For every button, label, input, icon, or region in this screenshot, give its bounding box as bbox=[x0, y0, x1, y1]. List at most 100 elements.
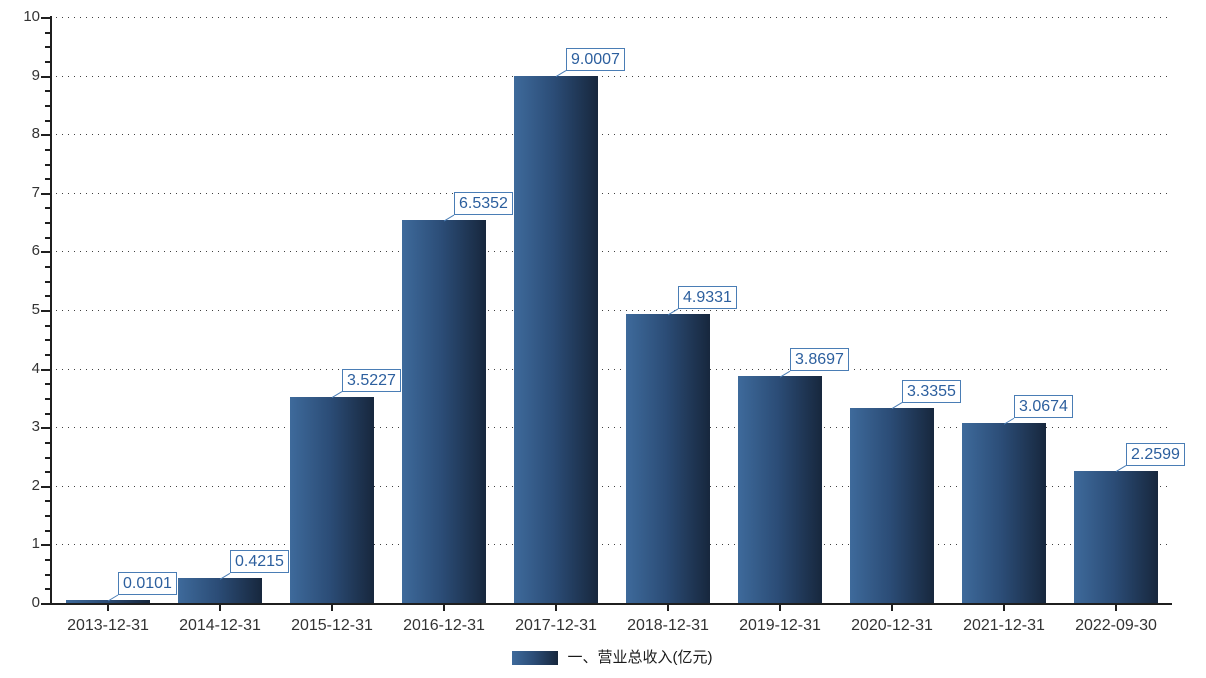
y-gridline bbox=[56, 76, 1172, 77]
bar-2015-12-31[interactable] bbox=[290, 397, 374, 603]
y-major-tick bbox=[41, 310, 50, 312]
y-minor-tick bbox=[45, 383, 50, 385]
value-label: 3.3355 bbox=[902, 380, 961, 403]
y-tick-label: 1 bbox=[31, 535, 40, 552]
x-category-tick bbox=[667, 603, 669, 611]
value-label: 6.5352 bbox=[454, 192, 513, 215]
y-major-tick bbox=[41, 193, 50, 195]
x-tick-label: 2017-12-31 bbox=[515, 617, 597, 634]
y-minor-tick bbox=[45, 237, 50, 239]
y-gridline bbox=[56, 486, 1172, 487]
y-gridline bbox=[56, 369, 1172, 370]
bar-2014-12-31[interactable] bbox=[178, 578, 262, 603]
y-minor-tick bbox=[45, 500, 50, 502]
bar-2013-12-31[interactable] bbox=[66, 600, 150, 603]
y-minor-tick bbox=[45, 339, 50, 341]
y-gridline bbox=[56, 193, 1172, 194]
y-minor-tick bbox=[45, 149, 50, 151]
x-category-tick bbox=[1115, 603, 1117, 611]
x-category-tick bbox=[107, 603, 109, 611]
value-label: 0.0101 bbox=[118, 572, 177, 595]
y-tick-label: 6 bbox=[31, 242, 40, 259]
y-minor-tick bbox=[45, 164, 50, 166]
y-gridline bbox=[56, 17, 1172, 18]
y-major-tick bbox=[41, 369, 50, 371]
y-tick-label: 2 bbox=[31, 477, 40, 494]
bar-2018-12-31[interactable] bbox=[626, 314, 710, 603]
x-axis-line bbox=[50, 603, 1172, 605]
bar-2021-12-31[interactable] bbox=[962, 423, 1046, 603]
y-minor-tick bbox=[45, 530, 50, 532]
y-major-tick bbox=[41, 544, 50, 546]
y-minor-tick bbox=[45, 105, 50, 107]
x-tick-label: 2013-12-31 bbox=[67, 617, 149, 634]
x-category-tick bbox=[1003, 603, 1005, 611]
value-label: 9.0007 bbox=[566, 48, 625, 71]
value-label: 2.2599 bbox=[1126, 443, 1185, 466]
y-tick-label: 8 bbox=[31, 125, 40, 142]
x-category-tick bbox=[891, 603, 893, 611]
value-label: 3.0674 bbox=[1014, 395, 1073, 418]
legend-swatch-icon bbox=[511, 651, 558, 665]
y-major-tick bbox=[41, 486, 50, 488]
x-tick-label: 2020-12-31 bbox=[851, 617, 933, 634]
y-tick-label: 4 bbox=[31, 360, 40, 377]
x-category-tick bbox=[331, 603, 333, 611]
y-minor-tick bbox=[45, 515, 50, 517]
y-minor-tick bbox=[45, 120, 50, 122]
x-category-tick bbox=[219, 603, 221, 611]
y-tick-label: 7 bbox=[31, 184, 40, 201]
y-minor-tick bbox=[45, 266, 50, 268]
y-major-tick bbox=[41, 76, 50, 78]
y-minor-tick bbox=[45, 222, 50, 224]
y-minor-tick bbox=[45, 457, 50, 459]
y-minor-tick bbox=[45, 32, 50, 34]
x-tick-label: 2016-12-31 bbox=[403, 617, 485, 634]
x-tick-label: 2021-12-31 bbox=[963, 617, 1045, 634]
y-minor-tick bbox=[45, 207, 50, 209]
y-major-tick bbox=[41, 134, 50, 136]
y-major-tick bbox=[41, 427, 50, 429]
x-tick-label: 2022-09-30 bbox=[1075, 617, 1157, 634]
y-gridline bbox=[56, 251, 1172, 252]
x-category-tick bbox=[443, 603, 445, 611]
bar-2019-12-31[interactable] bbox=[738, 376, 822, 603]
y-major-tick bbox=[41, 251, 50, 253]
y-gridline bbox=[56, 427, 1172, 428]
x-tick-label: 2018-12-31 bbox=[627, 617, 709, 634]
x-tick-label: 2014-12-31 bbox=[179, 617, 261, 634]
y-major-tick bbox=[41, 17, 50, 19]
y-minor-tick bbox=[45, 398, 50, 400]
y-tick-label: 3 bbox=[31, 418, 40, 435]
y-minor-tick bbox=[45, 178, 50, 180]
x-category-tick bbox=[779, 603, 781, 611]
y-minor-tick bbox=[45, 281, 50, 283]
bar-2016-12-31[interactable] bbox=[402, 220, 486, 603]
y-minor-tick bbox=[45, 442, 50, 444]
y-gridline bbox=[56, 544, 1172, 545]
y-minor-tick bbox=[45, 471, 50, 473]
y-minor-tick bbox=[45, 588, 50, 590]
y-minor-tick bbox=[45, 354, 50, 356]
y-gridline bbox=[56, 310, 1172, 311]
y-tick-label: 5 bbox=[31, 301, 40, 318]
bar-2017-12-31[interactable] bbox=[514, 76, 598, 603]
y-axis-line bbox=[50, 16, 52, 604]
y-major-tick bbox=[41, 603, 50, 605]
y-gridline bbox=[56, 134, 1172, 135]
value-label: 0.4215 bbox=[230, 550, 289, 573]
y-minor-tick bbox=[45, 559, 50, 561]
y-minor-tick bbox=[45, 46, 50, 48]
value-label: 3.8697 bbox=[790, 348, 849, 371]
bar-2020-12-31[interactable] bbox=[850, 408, 934, 603]
y-minor-tick bbox=[45, 325, 50, 327]
y-tick-label: 10 bbox=[23, 8, 40, 25]
value-label: 4.9331 bbox=[678, 286, 737, 309]
y-tick-label: 0 bbox=[31, 594, 40, 611]
bar-2022-09-30[interactable] bbox=[1074, 471, 1158, 603]
y-minor-tick bbox=[45, 413, 50, 415]
legend-item[interactable]: 一、营业总收入(亿元) bbox=[52, 647, 1172, 669]
y-minor-tick bbox=[45, 90, 50, 92]
y-minor-tick bbox=[45, 574, 50, 576]
